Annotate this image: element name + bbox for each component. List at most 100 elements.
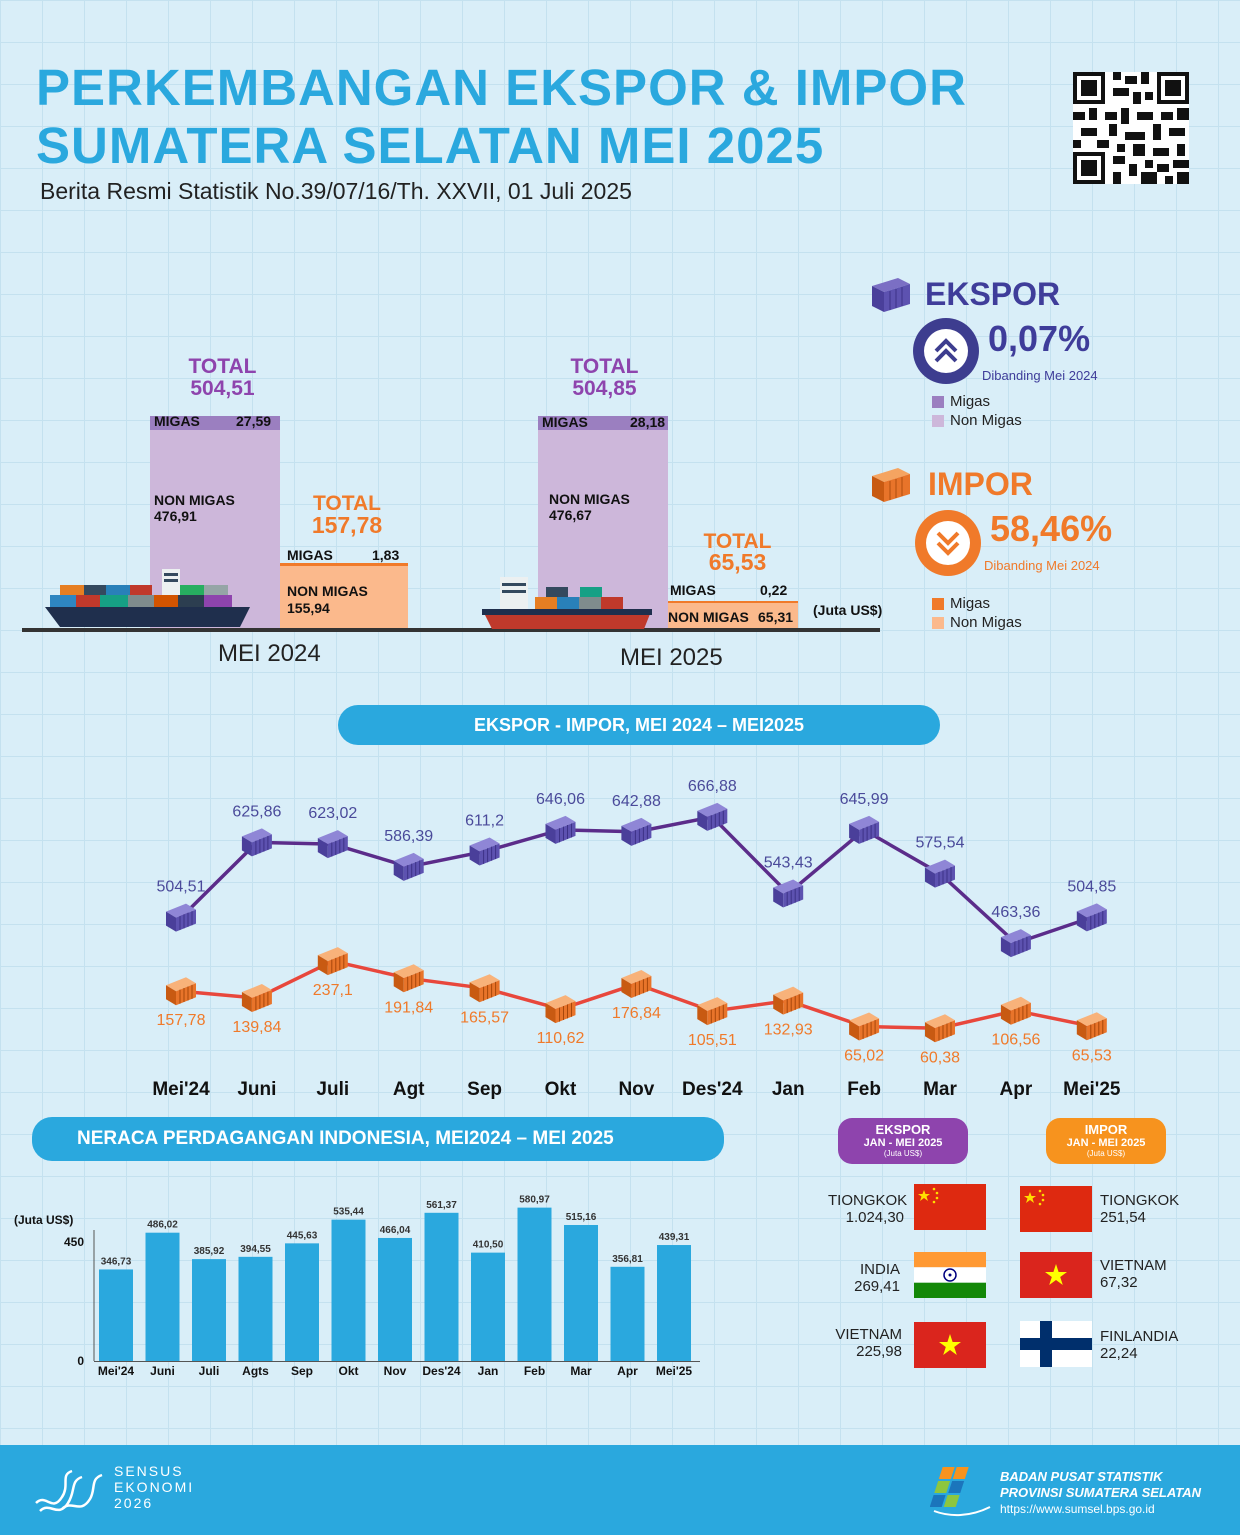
impor-point-marker: [925, 1014, 955, 1043]
ekspor-point-marker: [241, 828, 272, 857]
ekspor-data-label: 625,86: [232, 803, 281, 820]
vietnam-flag-icon: [914, 1322, 986, 1368]
impor-country-3: FINLANDIA 22,24: [1100, 1328, 1178, 1362]
bar-data-label: 466,04: [380, 1225, 411, 1236]
impor-point-marker: [621, 970, 652, 999]
impor-data-label: 157,78: [157, 1012, 206, 1029]
neraca-bar-chart: (Juta US$) 450 0 346,73 Mei'24 486,02 Juni 385,…: [14, 1195, 700, 1378]
ekspor-data-label: 646,06: [536, 791, 585, 808]
ekspor-data-label: 642,88: [612, 793, 661, 810]
bps-url-link[interactable]: https://www.sumsel.bps.go.id: [1000, 1502, 1155, 1516]
impor-2024-nonmigas-bar: [280, 566, 408, 630]
impor-2025-migas-bar: [668, 601, 798, 603]
ekspor-point-marker: [1000, 929, 1031, 958]
ekspor-point-marker: [469, 837, 500, 866]
finland-flag-icon: [1020, 1321, 1092, 1367]
x-tick-label: Nov: [384, 1364, 407, 1378]
sensus-line1: SENSUS: [114, 1463, 184, 1479]
ekspor-2025-migas-bar: [538, 416, 668, 430]
sensus-ekonomi-logo-icon: [35, 1469, 103, 1512]
neraca-bar: [517, 1207, 552, 1361]
ekspor-2025-migas-value: 28,18: [630, 414, 666, 430]
y-axis-label: (Juta US$): [14, 1213, 73, 1227]
bar-data-label: 486,02: [147, 1220, 178, 1231]
country-name: INDIA: [859, 1261, 900, 1278]
page-title-line2: SUMATERA SELATAN MEI 2025: [36, 117, 825, 174]
ekspor-data-label: 463,36: [991, 904, 1040, 921]
china-flag-icon: [914, 1184, 986, 1230]
impor-2025-nonmigas-bar: [668, 603, 798, 630]
vietnam-flag-icon: [1020, 1252, 1092, 1298]
x-tick-label: Mei'24: [152, 1079, 210, 1100]
legend-migas-label: Migas: [950, 595, 991, 612]
unit-label: (Juta US$): [813, 602, 883, 618]
footer: SENSUS EKONOMI 2026 BADAN PUSAT STATISTI…: [0, 1445, 1240, 1535]
migas-label: MIGAS: [287, 547, 333, 563]
impor-country-2: VIETNAM 67,32: [1100, 1257, 1167, 1291]
migas-label: MIGAS: [154, 413, 200, 429]
x-tick-label: Apr: [1000, 1079, 1033, 1100]
ekspor-point-marker: [317, 830, 348, 859]
legend-nonmigas-label: Non Migas: [950, 412, 1022, 429]
bar-data-label: 535,44: [333, 1207, 364, 1218]
impor-2025-nonmigas-label: NON MIGAS: [668, 609, 749, 625]
country-value: 22,24: [1100, 1345, 1138, 1362]
impor-point-marker: [241, 984, 272, 1013]
impor-2025-total: 65,53: [708, 549, 767, 575]
x-tick-label: Apr: [617, 1364, 638, 1378]
impor-data-label: 132,93: [764, 1022, 813, 1039]
neraca-bar: [564, 1224, 598, 1361]
impor-point-marker: [317, 947, 348, 976]
neraca-bar: [99, 1269, 133, 1361]
ekspor-change-pct: 0,07%: [988, 318, 1091, 359]
x-tick-label: Juli: [316, 1079, 349, 1100]
impor-data-label: 65,02: [844, 1047, 884, 1064]
impor-point-marker: [1076, 1012, 1107, 1041]
bar-data-label: 394,55: [240, 1244, 271, 1255]
impor-partner-header: IMPOR JAN - MEI 2025 (Juta US$): [1046, 1118, 1166, 1164]
ekspor-2024-total: 504,51: [190, 377, 255, 400]
up-arrow-icon: [913, 318, 979, 384]
bar-data-label: 439,31: [659, 1232, 690, 1243]
x-tick-label: Sep: [467, 1079, 502, 1100]
impor-data-label: 110,62: [537, 1030, 585, 1047]
x-tick-label: Sep: [291, 1364, 313, 1378]
neraca-bar: [192, 1259, 226, 1361]
neraca-bar: [285, 1243, 319, 1361]
legend-migas-swatch: [932, 598, 944, 610]
y-tick-label: 0: [77, 1354, 84, 1368]
impor-point-marker: [849, 1012, 880, 1041]
year-2024-label: MEI 2024: [218, 640, 321, 667]
neraca-bar: [471, 1252, 505, 1361]
ekspor-country-3: VIETNAM 225,98: [828, 1326, 902, 1360]
total-label: TOTAL: [570, 355, 639, 378]
qr-code-icon[interactable]: [1072, 72, 1190, 184]
ekspor-2025-nonmigas-value: 476,67: [549, 507, 592, 523]
x-tick-label: Des'24: [682, 1079, 743, 1100]
legend-migas-label: Migas: [950, 393, 991, 410]
ekspor-data-label: 611,2: [465, 812, 504, 829]
bps-logo-icon: [930, 1467, 991, 1517]
page-subtitle: Berita Resmi Statistik No.39/07/16/Th. X…: [40, 178, 632, 204]
impor-data-label: 176,84: [612, 1005, 661, 1022]
bar-data-label: 515,16: [566, 1212, 597, 1223]
x-tick-label: Nov: [618, 1079, 654, 1100]
bar-data-label: 561,37: [426, 1200, 457, 1211]
bar-data-label: 445,63: [287, 1230, 318, 1241]
legend-migas-swatch: [932, 396, 944, 408]
ekspor-container-icon: [872, 278, 910, 312]
impor-data-label: 106,56: [991, 1032, 1040, 1049]
impor-point-marker: [393, 964, 424, 993]
country-value: 67,32: [1100, 1274, 1138, 1291]
sensus-year: 2026: [114, 1495, 154, 1511]
impor-data-label: 191,84: [384, 999, 433, 1016]
neraca-bar: [145, 1232, 180, 1361]
ekspor-point-marker: [621, 817, 652, 846]
country-name: VIETNAM: [1100, 1257, 1167, 1274]
x-tick-label: Agt: [393, 1079, 425, 1100]
india-flag-icon: [914, 1252, 986, 1298]
impor-2025-nonmigas-value: 65,31: [758, 609, 794, 625]
cargo-ship-icon: [45, 569, 250, 627]
ekspor-point-marker: [925, 859, 955, 888]
sensus-line2: EKONOMI: [114, 1479, 195, 1495]
